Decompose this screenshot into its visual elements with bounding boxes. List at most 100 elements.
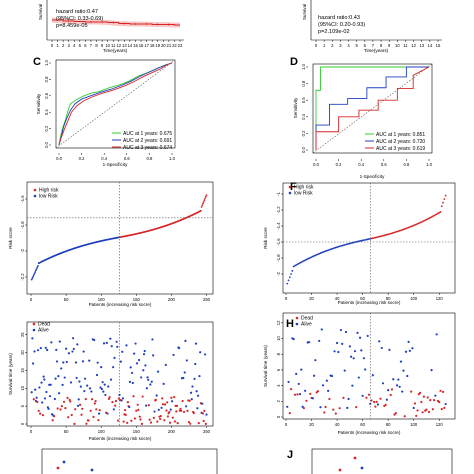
- alive-point: [198, 374, 201, 378]
- alive-point: [346, 406, 349, 409]
- alive-point: [35, 396, 38, 399]
- legend-label: Alive: [38, 328, 49, 334]
- alive-point: [380, 346, 383, 350]
- alive-point: [300, 368, 303, 371]
- panel-label-d: D: [290, 56, 298, 68]
- risk-point: [202, 202, 204, 205]
- panel-a-ylabel: Survival: [38, 4, 43, 20]
- alive-point: [133, 352, 136, 355]
- alive-point: [115, 340, 118, 343]
- alive-point: [149, 383, 152, 386]
- pF-ytick-label: -1.2: [276, 206, 281, 214]
- dead-point: [433, 399, 436, 402]
- alive-point: [128, 380, 132, 384]
- panel-b-xtick-label: 3: [339, 43, 342, 48]
- legend-marker: [288, 191, 292, 195]
- panel-f-frame: [282, 182, 456, 294]
- dead-point: [66, 396, 69, 399]
- dead-point: [168, 410, 171, 414]
- pE-ytick-label: -2: [20, 248, 25, 252]
- panel-i-point: [62, 460, 66, 464]
- dead-point: [73, 422, 76, 425]
- dead-point: [186, 409, 189, 413]
- alive-point: [60, 367, 63, 370]
- pF-ytick-label: -2: [276, 271, 281, 275]
- alive-point: [93, 338, 96, 342]
- alive-point: [104, 393, 107, 397]
- panel-e-frame: [26, 181, 214, 295]
- alive-point: [286, 405, 289, 408]
- alive-point: [348, 345, 351, 348]
- panel-b-xtick-label: 13: [419, 43, 424, 48]
- alive-point: [430, 369, 433, 372]
- alive-point: [371, 374, 374, 377]
- dead-point: [60, 404, 63, 408]
- alive-point: [145, 387, 148, 390]
- panel-a-xtick-label: 21: [167, 43, 172, 48]
- panel-g-xlabel: Patients (increasing risk socre): [89, 436, 152, 441]
- risk-point: [440, 205, 443, 208]
- alive-point: [40, 381, 43, 384]
- legend-label: AUC at 3 years: 0.674: [123, 145, 172, 151]
- dead-point: [379, 397, 382, 400]
- pH-ytick-label: 4: [276, 384, 281, 387]
- dead-point: [296, 393, 299, 396]
- dead-point: [53, 415, 56, 418]
- legend-marker: [295, 322, 299, 326]
- legend-marker: [288, 185, 292, 189]
- legend-label: low Risk: [294, 191, 313, 197]
- panel-g-x-ticks: 0 50 100 150 200 250: [30, 426, 211, 434]
- alive-point: [196, 407, 199, 410]
- panel-c-ylabel: Sensitivity: [36, 93, 41, 114]
- dead-point: [154, 398, 158, 401]
- dead-point: [156, 420, 159, 423]
- pF-xtick-label: 100: [410, 296, 418, 301]
- legend-label: Dead: [38, 322, 50, 328]
- panel-f-points: [286, 194, 447, 285]
- risk-point: [32, 274, 35, 276]
- pG-xtick-label: 50: [64, 429, 69, 434]
- panel-b-xtick-label: 5: [355, 43, 358, 48]
- dead-point: [166, 401, 169, 404]
- risk-point: [200, 206, 203, 208]
- pC-ytick-label: 0.2: [44, 125, 49, 131]
- alive-point: [140, 376, 143, 379]
- panel-a-xlabel: Time(years): [103, 48, 128, 53]
- dead-point: [149, 421, 153, 424]
- risk-point: [288, 276, 291, 279]
- panel-d-ylabel: Sensitivity: [293, 97, 298, 118]
- dead-point: [189, 422, 192, 425]
- dead-point: [161, 397, 164, 400]
- legend-label: Dead: [301, 316, 313, 322]
- risk-point: [286, 282, 289, 285]
- panel-i-frame: [41, 448, 218, 474]
- dead-point: [140, 422, 144, 425]
- alive-point: [194, 362, 197, 366]
- dead-point: [355, 406, 358, 409]
- dead-point: [422, 395, 426, 398]
- panel-e-y-ticks: -2.2 -2 -1.8 -1.6: [20, 195, 27, 281]
- panel-a-xtick-label: 14: [128, 43, 133, 48]
- pE-ytick-label: -1.8: [20, 221, 25, 229]
- panel-d-x-ticks: 0.0 0.2 0.4 0.6 0.8 1.0: [313, 159, 433, 167]
- alive-point: [43, 378, 46, 381]
- alive-point: [401, 390, 404, 393]
- risk-point: [31, 277, 34, 279]
- pE-xtick-label: 200: [168, 297, 176, 302]
- panel-f-ylabel: Risk score: [263, 227, 268, 249]
- alive-point: [378, 340, 381, 343]
- legend-marker: [295, 316, 299, 320]
- alive-point: [397, 378, 400, 381]
- panel-g-status-plot: 0 50 100 150 200 250 0 5 10 15 20 25 Patients (inc…: [8, 321, 214, 441]
- panel-a-xtick-label: 15: [133, 43, 138, 48]
- alive-point: [38, 386, 41, 389]
- dead-point: [166, 415, 169, 418]
- alive-point: [337, 350, 340, 354]
- alive-point: [32, 362, 35, 365]
- pH-xtick-label: 0: [285, 422, 288, 427]
- alive-point: [48, 395, 52, 398]
- alive-point: [83, 377, 87, 380]
- dead-point: [416, 409, 419, 412]
- pH-ytick-label: 8: [276, 352, 281, 355]
